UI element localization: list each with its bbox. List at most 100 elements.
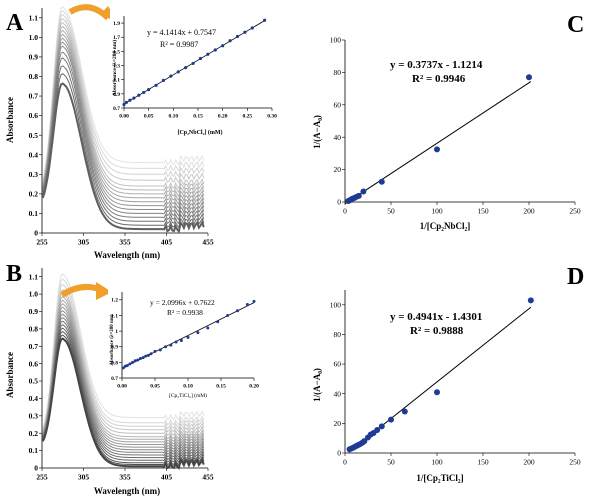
panel-b-spectrum-line xyxy=(42,296,205,440)
panel-c-data-point xyxy=(526,74,532,81)
panel-b-y-tick-label: 0.1 xyxy=(29,446,39,455)
panel-b: B 255 305 355 405 45500.10.20.30.40.50.60.70… xyxy=(5,261,268,496)
panel-a-y-tick-label: 0.4 xyxy=(29,150,39,159)
panel-a-inset-r2: R² = 0.9987 xyxy=(160,40,198,49)
panel-b-x-tick-label: 355 xyxy=(119,473,131,482)
panel-d-data-point xyxy=(361,438,368,445)
panel-c-y-tick-label: 100 xyxy=(330,36,342,45)
panel-a-spectrum-line xyxy=(42,65,205,225)
panel-b-inset-data-point xyxy=(144,354,148,358)
panel-b-inset-x-tick-label: 0.20 xyxy=(249,384,259,390)
panel-c-x-tick-label: 150 xyxy=(477,207,489,216)
panel-b-spectrum-line xyxy=(42,317,205,456)
panel-d-y-tick-label: 60 xyxy=(334,360,342,369)
panel-b-inset-y-tick-label: 1 xyxy=(115,329,118,335)
panel-d-x-tick-label: 200 xyxy=(523,458,535,467)
panel-c-equation: y = 0.3737x - 1.1214 xyxy=(390,59,483,71)
panel-d-y-tick-label: 0 xyxy=(337,449,341,458)
panel-c-ylabel: 1/(A−A₀) xyxy=(312,115,322,149)
panel-c-x-tick-label: 50 xyxy=(387,207,395,216)
panel-c-data-point xyxy=(355,192,362,199)
panel-a-y-tick-label: 1.1 xyxy=(29,13,39,22)
panel-b-inset-data-point xyxy=(133,359,137,363)
panel-b-inset-x-tick-label: 0.10 xyxy=(183,384,193,390)
panel-b-spectrum-line xyxy=(42,289,205,433)
panel-b-inset-data-point xyxy=(131,360,135,364)
panel-a-inset-data-point xyxy=(228,39,232,43)
panel-a-spectrum-line xyxy=(41,82,205,234)
panel-a-inset-data-point xyxy=(137,93,141,97)
panel-a-spectrum-line xyxy=(42,14,205,183)
panel-c-x-tick-label: 0 xyxy=(343,207,347,216)
panel-b-inset-data-point xyxy=(179,338,183,342)
panel-a: A 255 305 355 405 45500.10.20.30.40.50.60.70… xyxy=(5,4,288,260)
panel-a-spectrum-line xyxy=(42,21,205,190)
panel-b-inset-ylabel: Absorbance (λ=280 nm) xyxy=(110,314,115,365)
panel-b-inset-frame xyxy=(108,284,268,402)
panel-a-inset-data-point xyxy=(176,70,180,74)
panel-d-data-point xyxy=(527,297,534,304)
panel-b-y-tick-label: 0.6 xyxy=(29,359,39,368)
panel-d-x-tick-label: 250 xyxy=(569,458,581,467)
panel-c-y-tick-label: 20 xyxy=(334,165,342,174)
panel-a-inset-x-tick-label: 0.05 xyxy=(144,114,154,120)
panel-a-spectrum-line xyxy=(42,57,205,221)
panel-b-letter: B xyxy=(6,261,22,287)
panel-a-inset-data-point xyxy=(147,88,151,92)
panel-a-inset-data-point xyxy=(263,18,267,22)
panel-a-inset-y-tick-label: 1.3 xyxy=(113,63,120,69)
panel-a-inset-data-point xyxy=(169,74,173,78)
panel-b-inset-data-point xyxy=(245,303,249,307)
panel-a-inset-data-point xyxy=(154,83,158,87)
panel-c-data-point xyxy=(360,188,367,195)
panel-a-inset-data-point xyxy=(198,56,203,61)
panel-a-inset-x-tick-label: 0.15 xyxy=(193,114,203,120)
panel-d-y-tick-label: 100 xyxy=(330,300,342,309)
panel-b-inset-y-tick-label: 0.9 xyxy=(111,345,118,351)
panel-b-inset-data-point xyxy=(158,348,162,352)
panel-d-x-tick-label: 0 xyxy=(343,458,347,467)
panel-d-plot: 0 50 100 150 200 250 0 20 40 60 80 100 xyxy=(330,290,581,467)
panel-a-y-tick-label: 0.5 xyxy=(29,131,39,140)
panel-c-x-tick-label: 100 xyxy=(431,207,443,216)
panel-b-y-tick-label: 1.1 xyxy=(29,272,39,281)
panel-a-inset-xlabel: [Cp₂NbCl₂] (mM) xyxy=(177,129,222,136)
panel-a-inset-ylabel: Absorbance (λ=280 nm) xyxy=(111,40,118,96)
panel-a-inset-data-point xyxy=(122,102,126,107)
panel-a-inset-frame xyxy=(110,10,288,138)
panel-d-data-point xyxy=(374,427,381,434)
panel-d-xlabel: 1/[Cp₂TiCl₂] xyxy=(416,473,463,483)
panel-b-y-tick-label: 0.8 xyxy=(29,324,39,333)
panel-a-inset-y-tick-label: 1.9 xyxy=(113,21,120,27)
panel-c-y-tick-label: 80 xyxy=(334,68,342,77)
panel-b-inset: 0.00 0.05 0.10 0.15 0.20 0.7 0.8 0.9 1 1.1 1.2 y =… xyxy=(108,284,268,402)
panel-b-inset-data-point xyxy=(153,349,157,353)
panel-a-x-tick-label: 405 xyxy=(161,238,173,247)
panel-b-spectrum-line xyxy=(42,283,205,431)
panel-d-y-tick-label: 80 xyxy=(334,330,342,339)
panel-a-inset-data-point xyxy=(161,78,166,82)
panel-b-inset-y-tick-label: 1.2 xyxy=(111,298,118,304)
panel-c-x-tick-label: 200 xyxy=(523,207,535,216)
panel-a-inset-plot: 0.00 0.05 0.10 0.15 0.20 0.25 0.30 0.7 0.9 1.1 1.3… xyxy=(113,16,277,120)
panel-a-inset-y-tick-label: 1.1 xyxy=(113,78,120,84)
panel-b-y-tick-label: 0.9 xyxy=(29,307,39,316)
panel-b-inset-data-point xyxy=(236,309,239,313)
panel-b-y-tick-label: 0.3 xyxy=(29,411,39,420)
panel-b-xlabel: Wavelength (nm) xyxy=(94,486,160,496)
panel-b-spectra-plot: 255 305 355 405 455 0 0.1 0.2 0.3 0.4 0.5 0.6 0.7 0.8… xyxy=(29,268,214,482)
panel-d-data-point xyxy=(401,408,408,415)
panel-b-inset-y-tick-label: 0.8 xyxy=(111,360,118,366)
panel-a-spectra-plot: 255 305 355 405 455 0 0.1 0.2 0.3 0.4 0.5 0.6 0.7 0.8… xyxy=(29,6,214,247)
panel-d-r2: R² = 0.9888 xyxy=(410,325,464,337)
panel-b-y-tick-label: 0.2 xyxy=(29,429,39,438)
panel-d-letter: D xyxy=(567,264,584,290)
panel-a-y-tick-label: 0 xyxy=(34,229,38,238)
panel-d-equation: y = 0.4941x - 1.4301 xyxy=(390,311,482,323)
panel-b-inset-x-tick-label: 0.00 xyxy=(117,384,127,390)
panel-b-inset-data-point xyxy=(169,343,173,347)
panel-b-y-tick-label: 0.7 xyxy=(29,342,39,351)
panel-c: C 0 50 100 150 200 250 0 20 40 60 80 100 y = 0.3737… xyxy=(312,12,584,231)
panel-b-inset-y-tick-label: 0.7 xyxy=(111,376,118,382)
panel-b-spectrum-line xyxy=(42,324,205,461)
